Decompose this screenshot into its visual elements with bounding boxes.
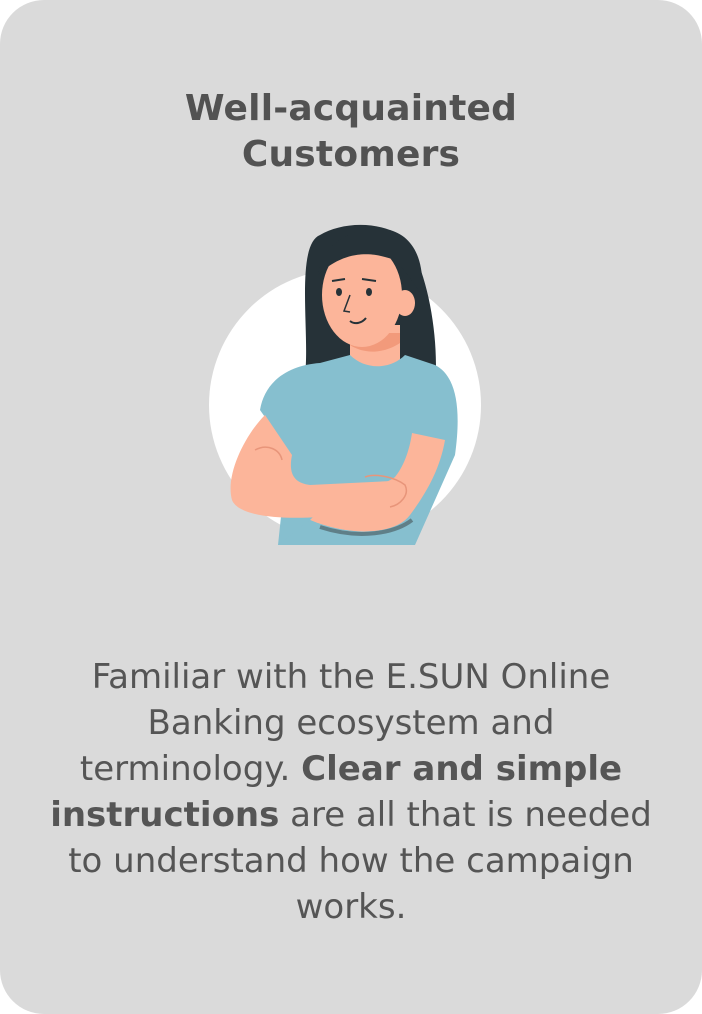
mouth — [349, 317, 367, 325]
left-brow — [331, 278, 346, 282]
shirt-bottom — [278, 515, 415, 545]
ear — [395, 290, 415, 316]
left-eye — [336, 288, 342, 296]
hand-detail — [364, 474, 407, 508]
nose — [342, 294, 351, 313]
description-bold: Clear and simple instructions — [50, 749, 623, 835]
card-description: Familiar with the E.SUN Online Banking e… — [40, 654, 662, 930]
card-title: Well-acquainted Customers — [0, 86, 702, 178]
right-arm — [310, 433, 445, 532]
hair-front — [318, 228, 423, 295]
card-title-line-2: Customers — [241, 134, 461, 175]
description-text-1: Familiar with the E.SUN Online Banking e… — [79, 657, 611, 789]
card-title-line-1: Well-acquainted — [184, 88, 518, 129]
woman-arms-crossed-illustration — [209, 224, 481, 545]
shirt-shadow — [319, 518, 414, 536]
right-brow — [361, 278, 377, 282]
description-text-2: are all that is needed to understand how… — [68, 795, 652, 927]
right-eye — [366, 288, 372, 296]
hand-detail-left — [254, 446, 283, 461]
face — [322, 243, 402, 347]
